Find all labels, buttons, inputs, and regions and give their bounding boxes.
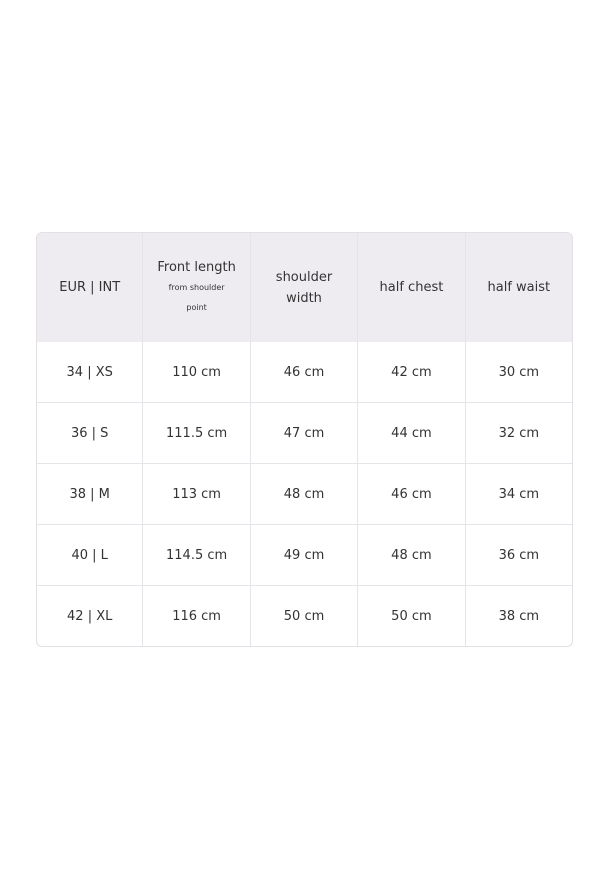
table-row: 36 | S 111.5 cm 47 cm 44 cm 32 cm: [37, 402, 572, 463]
header-half-chest: half chest: [357, 233, 465, 342]
table-row: 42 | XL 116 cm 50 cm 50 cm 38 cm: [37, 585, 572, 646]
table-cell: 113 cm: [142, 464, 249, 524]
table-cell: 38 cm: [464, 586, 572, 646]
table-row: 40 | L 114.5 cm 49 cm 48 cm 36 cm: [37, 524, 572, 585]
table-cell: 42 cm: [357, 342, 464, 402]
table-cell: 114.5 cm: [142, 525, 249, 585]
table-cell: 50 cm: [249, 586, 357, 646]
table-cell: 110 cm: [142, 342, 249, 402]
table-cell: 30 cm: [464, 342, 572, 402]
table-cell: 50 cm: [357, 586, 464, 646]
table-cell: 40 | L: [71, 547, 108, 563]
table-cell: 34 cm: [464, 464, 572, 524]
table-cell: 36 | S: [70, 425, 109, 441]
table-row: 34 | XS 110 cm 46 cm 42 cm 30 cm: [37, 342, 572, 402]
header-label: EUR | INT: [59, 280, 121, 295]
table-cell: 47 cm: [249, 403, 357, 463]
table-cell: 34 | XS: [66, 364, 113, 380]
header-sublabel: from shoulder point: [168, 283, 225, 312]
header-half-waist: half waist: [464, 233, 572, 342]
table-cell: 48 cm: [249, 464, 357, 524]
header-label: half waist: [487, 280, 551, 295]
table-cell: 46 cm: [249, 342, 357, 402]
table-cell: 32 cm: [464, 403, 572, 463]
table-cell: 42 | XL: [67, 608, 113, 624]
table-cell: 111.5 cm: [142, 403, 249, 463]
table-cell: 48 cm: [357, 525, 464, 585]
table-cell: 36 cm: [464, 525, 572, 585]
size-chart-table: EUR | INT Front length from shoulder poi…: [36, 232, 573, 647]
table-cell: 49 cm: [249, 525, 357, 585]
table-row: 38 | M 113 cm 48 cm 46 cm 34 cm: [37, 463, 572, 524]
header-label: shoulder width: [275, 269, 333, 306]
table-cell: 46 cm: [357, 464, 464, 524]
table-cell: 116 cm: [142, 586, 249, 646]
header-label: Front length: [157, 260, 236, 275]
header-shoulder-width: shoulder width: [249, 233, 358, 342]
header-eur-int: EUR | INT: [37, 233, 143, 342]
header-label: half chest: [379, 280, 444, 295]
table-cell: 38 | M: [69, 486, 110, 502]
table-cell: 44 cm: [357, 403, 464, 463]
table-header-row: EUR | INT Front length from shoulder poi…: [37, 233, 572, 342]
header-front-length: Front length from shoulder point: [142, 233, 250, 342]
